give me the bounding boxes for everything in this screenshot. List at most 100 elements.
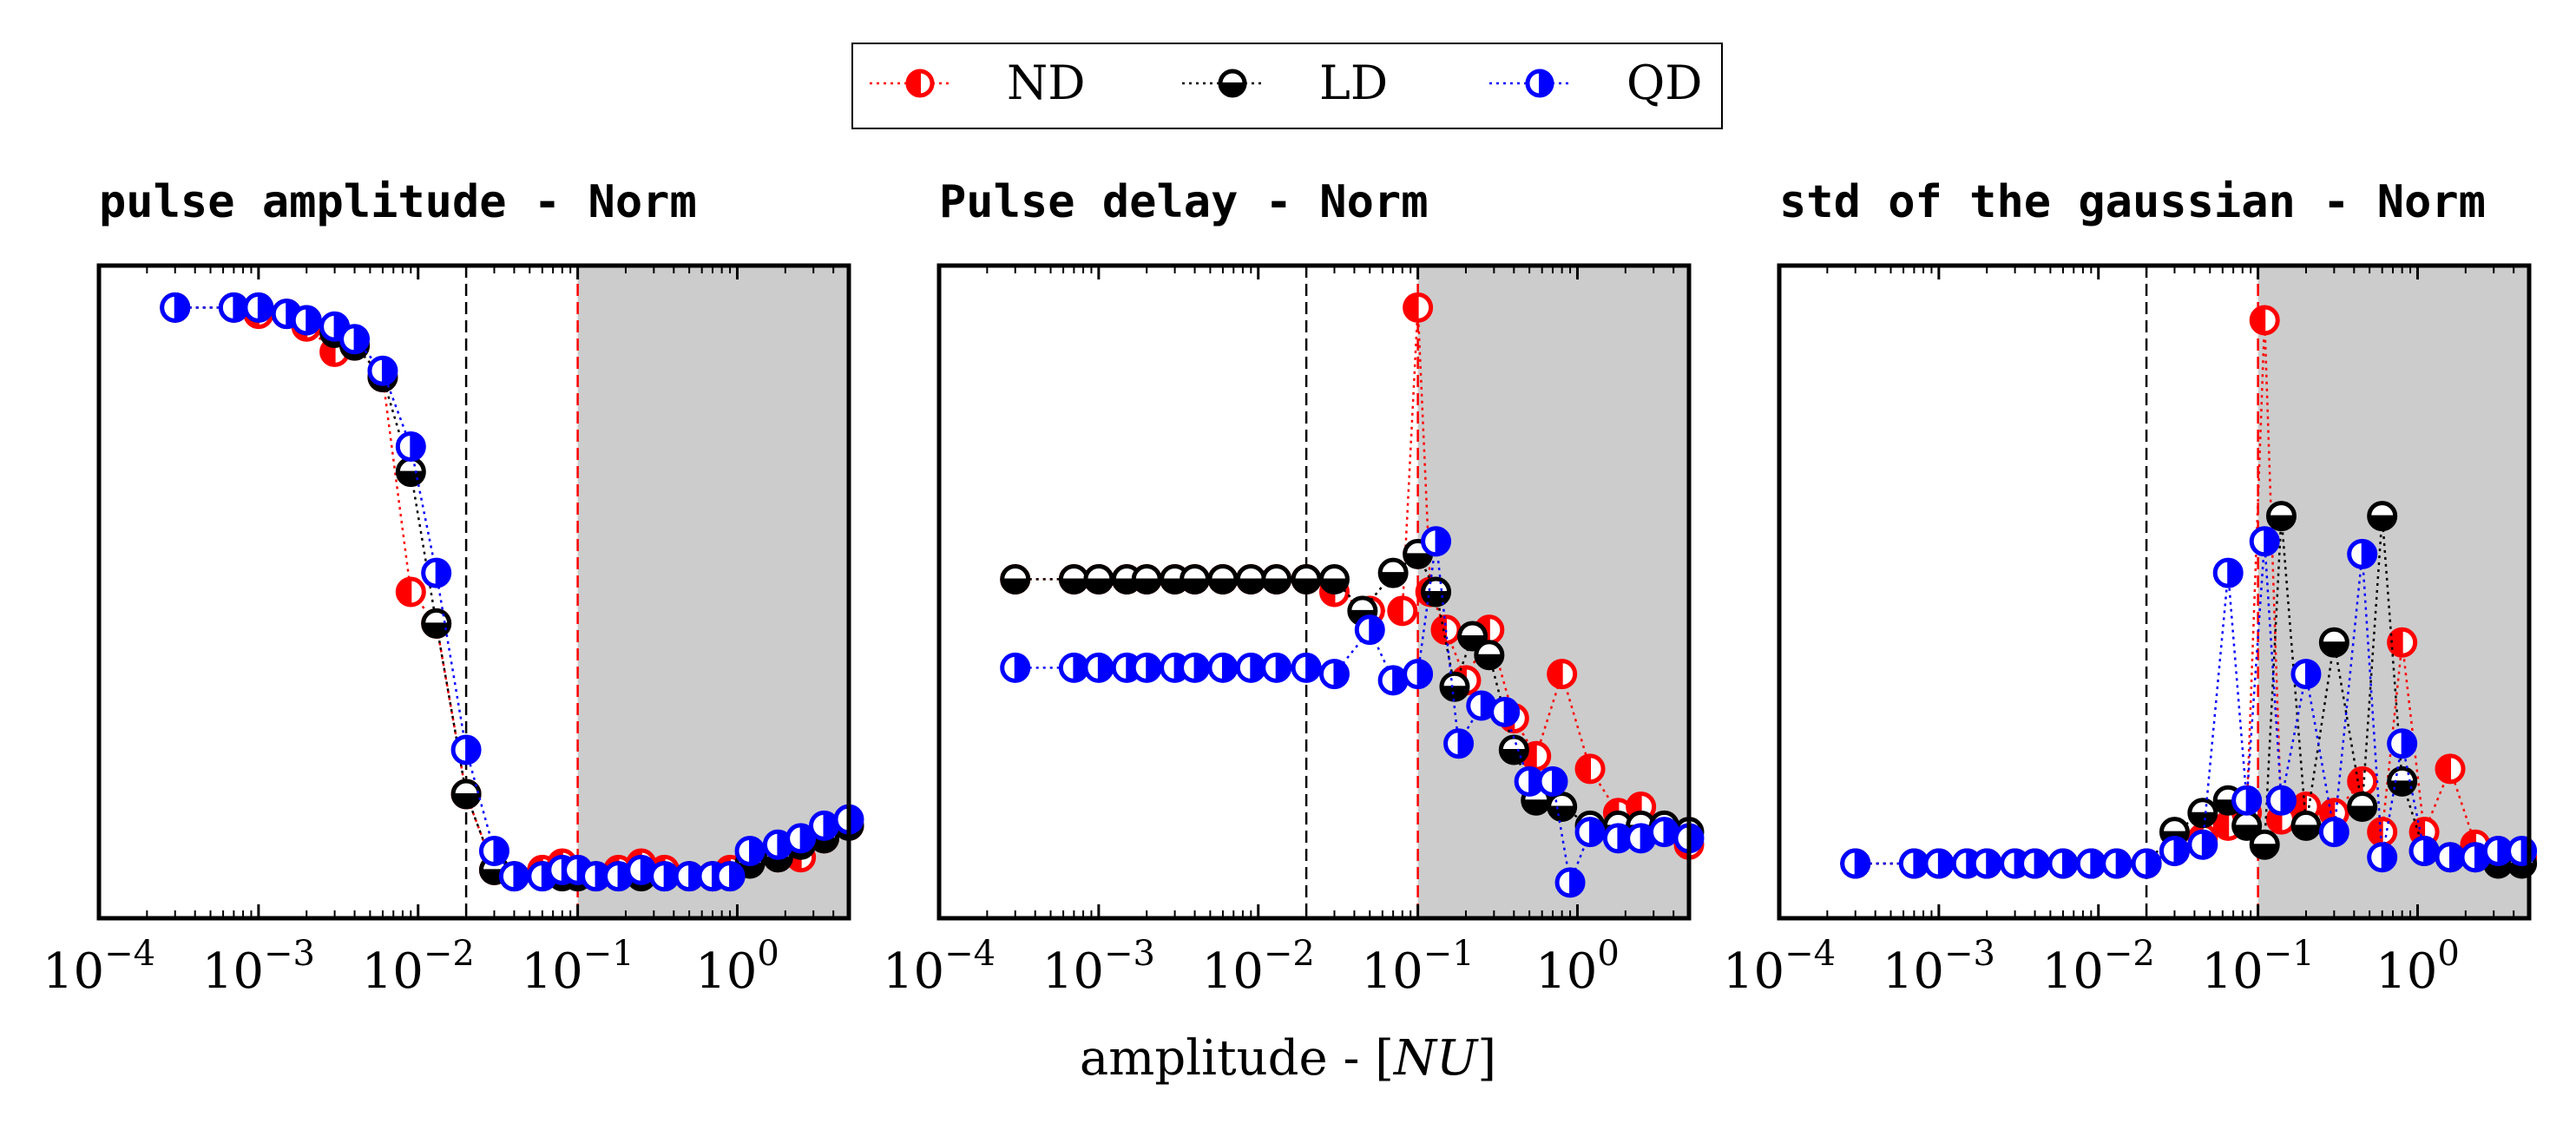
data-point-fill xyxy=(1275,654,1291,682)
data-point xyxy=(2159,835,2190,866)
data-point-fill xyxy=(513,862,529,890)
data-point-fill xyxy=(410,432,425,461)
data-point-fill xyxy=(1854,850,1870,878)
data-point-fill xyxy=(257,293,273,322)
data-point xyxy=(734,835,766,866)
data-point xyxy=(1443,728,1475,759)
data-point-fill xyxy=(2361,540,2376,568)
data-point xyxy=(421,608,452,639)
data-point xyxy=(1574,753,1606,785)
data-point xyxy=(2212,557,2244,588)
data-point xyxy=(2435,842,2466,873)
axes-frame xyxy=(1777,263,2532,921)
data-point xyxy=(2249,829,2280,860)
data-point xyxy=(395,431,426,463)
data-point-fill xyxy=(381,357,397,385)
data-point xyxy=(1207,563,1239,595)
data-point-fill xyxy=(1688,824,1703,852)
x-tick-label: 10−4 xyxy=(883,934,996,1000)
legend-marker xyxy=(1525,69,1554,98)
data-point-fill xyxy=(397,470,425,486)
data-point xyxy=(2131,848,2162,879)
data-point xyxy=(498,861,529,892)
chart-panels: pulse amplitude - Norm 10−4 10−3 10−2 10−1 10… xyxy=(43,176,2538,1000)
data-point xyxy=(2290,810,2322,841)
data-point-fill xyxy=(2388,780,2416,796)
x-tick-label: 10−2 xyxy=(1202,934,1315,1000)
data-point xyxy=(1261,652,1292,683)
data-point xyxy=(478,835,509,866)
series-line xyxy=(174,306,850,877)
data-point xyxy=(2231,785,2263,816)
data-point-fill xyxy=(1503,698,1519,726)
data-point-fill xyxy=(2251,305,2266,334)
x-tick-label: 100 xyxy=(2376,934,2460,1000)
data-point xyxy=(1421,526,1452,557)
data-point xyxy=(2265,785,2297,816)
data-point-fill xyxy=(2304,660,2320,688)
data-point xyxy=(1498,734,1529,765)
data-point xyxy=(160,292,191,323)
panel-title: std of the gaussian - Norm xyxy=(1779,176,2486,228)
legend-entry-ld: LD xyxy=(1182,56,1388,110)
data-point-fill xyxy=(1193,654,1209,682)
data-point-fill xyxy=(1180,578,1209,594)
data-point-fill xyxy=(2061,850,2077,878)
data-point-fill xyxy=(2227,559,2243,588)
x-tick-label: 10−2 xyxy=(362,934,475,1000)
data-point-fill xyxy=(493,837,509,865)
data-point xyxy=(1000,652,1031,683)
data-point-fill xyxy=(435,559,450,588)
data-point xyxy=(421,557,452,588)
data-point-fill xyxy=(422,622,450,638)
data-point xyxy=(1403,292,1434,323)
data-point-fill xyxy=(1552,767,1567,796)
data-point-fill xyxy=(729,862,744,890)
data-point-fill xyxy=(1435,527,1450,555)
data-point-fill xyxy=(2115,850,2131,878)
data-point xyxy=(1083,652,1114,683)
panel-2: Pulse delay - Norm 10−4 10−3 10−2 10−1 100 xyxy=(883,176,1705,1000)
x-tick-label: 10−1 xyxy=(2201,934,2314,1000)
data-point xyxy=(450,779,482,810)
data-point xyxy=(1083,563,1114,595)
data-point xyxy=(2387,728,2418,759)
data-point xyxy=(1840,848,1871,879)
data-point-fill xyxy=(1576,754,1592,783)
data-point xyxy=(339,324,371,355)
data-point-fill xyxy=(1146,654,1161,682)
data-point xyxy=(1377,557,1409,588)
data-point-fill xyxy=(2264,527,2279,555)
data-point-fill xyxy=(2333,818,2349,846)
data-point xyxy=(2249,526,2280,557)
legend-marker-fill xyxy=(907,69,921,97)
data-point-fill xyxy=(1548,660,1563,688)
data-point xyxy=(2318,817,2349,848)
data-point-fill xyxy=(2320,641,2349,657)
data-point xyxy=(2367,501,2398,532)
data-point-fill xyxy=(1548,805,1576,821)
data-point-fill xyxy=(2368,515,2396,530)
data-point-fill xyxy=(1403,553,1432,568)
data-point-fill xyxy=(465,735,481,765)
x-tick-label: 10−3 xyxy=(202,934,315,1000)
data-point xyxy=(1377,665,1409,696)
data-point xyxy=(1421,576,1452,608)
x-axis-label: amplitude - [NU] xyxy=(1080,1030,1496,1087)
data-point-fill xyxy=(1422,591,1450,606)
data-point-fill xyxy=(2034,850,2049,878)
data-point xyxy=(1387,595,1418,627)
data-point-fill xyxy=(1569,868,1584,897)
data-point xyxy=(1180,652,1211,683)
data-point xyxy=(2347,765,2378,797)
data-point-fill xyxy=(1001,578,1029,594)
data-point-fill xyxy=(749,837,764,865)
panel-title: Pulse delay - Norm xyxy=(939,176,1429,228)
data-point-fill xyxy=(2245,786,2261,815)
data-point-fill xyxy=(1937,850,1953,878)
data-point-fill xyxy=(1221,654,1237,682)
data-point xyxy=(2318,627,2349,658)
legend-label: LD xyxy=(1319,56,1388,110)
data-point xyxy=(2187,829,2218,860)
